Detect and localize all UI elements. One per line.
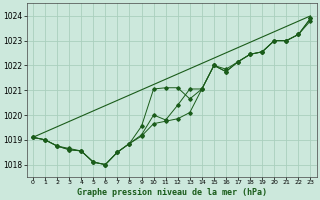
X-axis label: Graphe pression niveau de la mer (hPa): Graphe pression niveau de la mer (hPa) (77, 188, 267, 197)
